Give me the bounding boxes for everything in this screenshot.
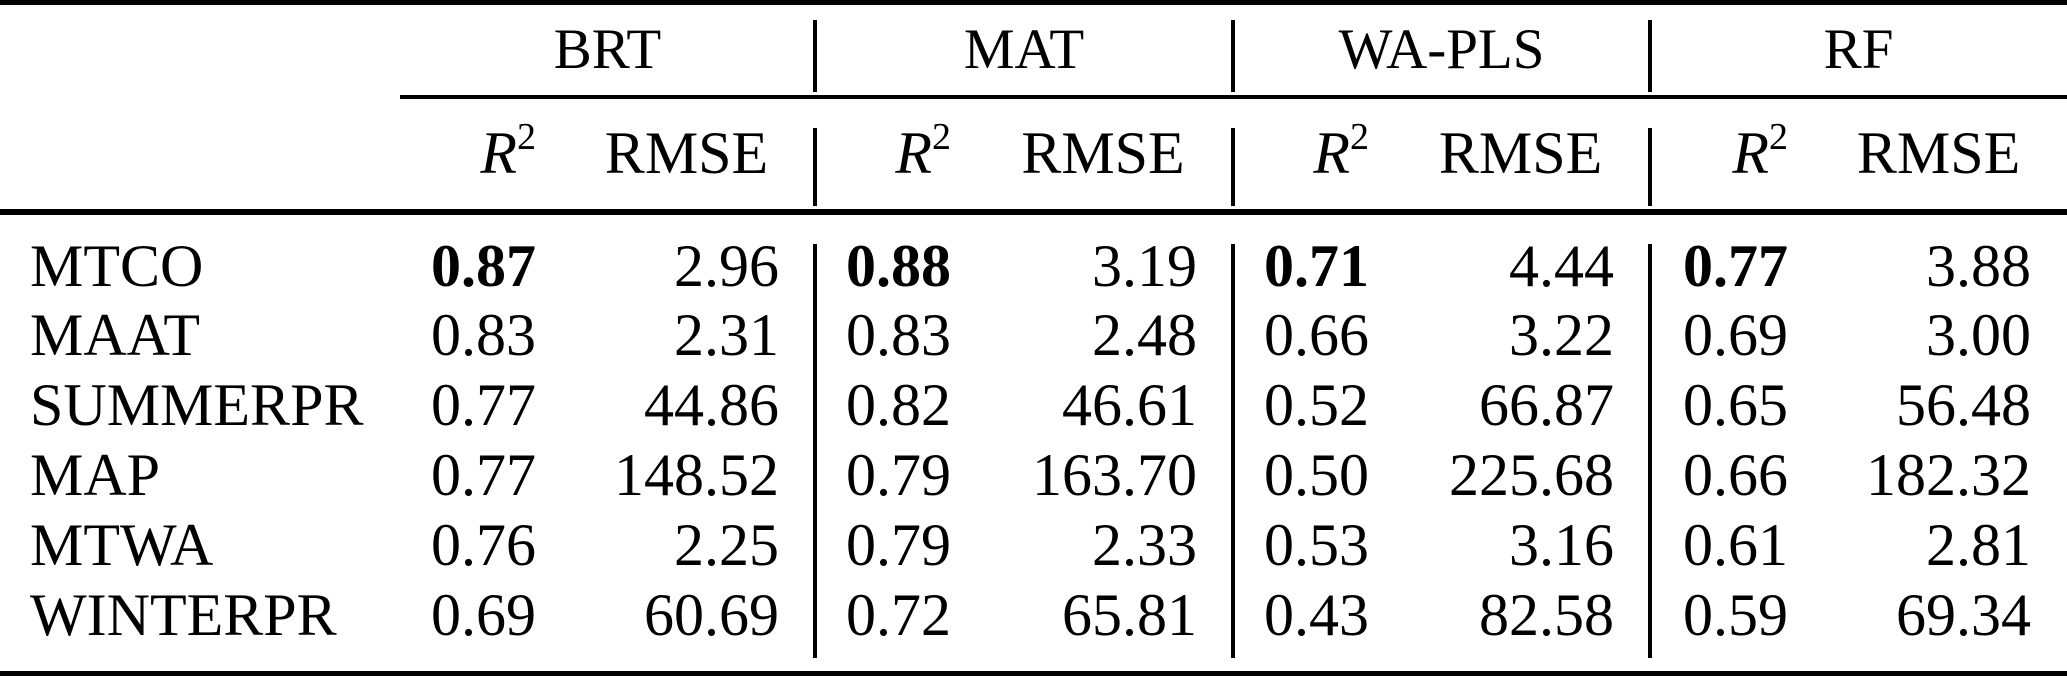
cell-summerpr-wa-pls-rmse: 66.87 [1479,372,1615,438]
group-label: WA-PLS [1338,18,1545,82]
group-label: RF [1823,18,1894,82]
method-header-row: BRT MAT WA-PLS RF [0,2,2067,99]
header-rmse-wa-pls: RMSE [1391,96,1651,215]
cell-summerpr-mat-r2: 0.82 [846,372,951,438]
cell-map-wa-pls-r2: 0.50 [1264,442,1370,508]
cell-map-rf-r2: 0.66 [1683,442,1789,508]
table-body: MTCO 0.87 2.96 0.88 3.19 0.71 4.44 0.77 3.88 MAAT… [0,212,2067,674]
cell-mtco-mat-rmse: 3.19 [1092,232,1198,299]
row-label: MTCO [30,232,204,299]
column-separator [813,244,817,658]
cell-winterpr-rf-r2: 0.59 [1683,581,1789,648]
column-group-wa-pls: WA-PLS [1233,2,1651,99]
column-separator [813,128,817,206]
cell-maat-wa-pls-r2: 0.66 [1264,302,1370,368]
group-label: BRT [553,18,662,82]
cell-mtwa-brt-rmse: 2.25 [674,512,779,578]
cell-summerpr-wa-pls-r2: 0.52 [1264,372,1370,438]
cell-summerpr-mat-rmse: 46.61 [1062,372,1198,438]
table-row: MTWA 0.76 2.25 0.79 2.33 0.53 3.16 0.61 2.81 [0,511,2067,581]
cell-map-wa-pls-rmse: 225.68 [1449,442,1615,508]
cell-mtco-rf-rmse: 3.88 [1926,232,2032,299]
table-row: SUMMERPR 0.77 44.86 0.82 46.61 0.52 66.87 0.65 5… [0,371,2067,441]
header-r2-mat: R2 [815,96,973,215]
cell-winterpr-mat-r2: 0.72 [846,581,951,648]
row-label: WINTERPR [30,581,337,648]
cell-winterpr-brt-r2: 0.69 [431,581,536,648]
table-row: MTCO 0.87 2.96 0.88 3.19 0.71 4.44 0.77 3.88 [0,212,2067,301]
cell-map-mat-r2: 0.79 [846,442,951,508]
header-r2-brt: R2 [400,96,558,215]
header-rmse-mat: RMSE [973,96,1234,215]
header-rmse-rf: RMSE [1810,96,2067,215]
cell-mtwa-wa-pls-rmse: 3.16 [1509,512,1615,578]
row-label: MAAT [30,302,201,368]
cell-winterpr-wa-pls-r2: 0.43 [1264,581,1370,648]
cell-summerpr-rf-r2: 0.65 [1683,372,1789,438]
cell-winterpr-mat-rmse: 65.81 [1062,581,1198,648]
cell-mtwa-brt-r2: 0.76 [431,512,536,578]
column-separator [813,20,817,92]
column-separator [1648,244,1652,658]
table-row: MAAT 0.83 2.31 0.83 2.48 0.66 3.22 0.69 3.00 [0,301,2067,371]
cell-map-brt-rmse: 148.52 [614,442,779,508]
cell-mtco-brt-rmse: 2.96 [674,232,779,299]
cell-mtco-mat-r2: 0.88 [846,232,951,299]
column-separator [1231,244,1235,658]
header-r2-wa-pls: R2 [1233,96,1392,215]
cell-mtwa-mat-r2: 0.79 [846,512,951,578]
cell-winterpr-brt-rmse: 60.69 [644,581,779,648]
cell-maat-mat-r2: 0.83 [846,302,951,368]
column-separator [1648,128,1652,206]
cell-map-brt-r2: 0.77 [431,442,536,508]
column-group-brt: BRT [400,2,815,99]
row-label: MTWA [30,512,214,578]
cell-mtwa-mat-rmse: 2.33 [1092,512,1198,578]
metric-header-row: R2 RMSE R2 RMSE R2 RMSE R2 RMSE [0,96,2067,215]
row-label: MAP [30,442,161,508]
cell-mtwa-rf-rmse: 2.81 [1926,512,2032,578]
cell-mtwa-rf-r2: 0.61 [1683,512,1789,578]
header-rmse-brt: RMSE [558,96,815,215]
cell-maat-rf-rmse: 3.00 [1926,302,2032,368]
group-label: MAT [963,18,1085,82]
cell-summerpr-brt-r2: 0.77 [431,372,536,438]
cell-summerpr-brt-rmse: 44.86 [644,372,779,438]
corner-empty-cell [0,96,400,215]
cell-maat-rf-r2: 0.69 [1683,302,1789,368]
cell-winterpr-rf-rmse: 69.34 [1896,581,2032,648]
cell-mtco-wa-pls-rmse: 4.44 [1509,232,1615,299]
cell-winterpr-wa-pls-rmse: 82.58 [1479,581,1615,648]
column-group-mat: MAT [815,2,1234,99]
cell-mtco-wa-pls-r2: 0.71 [1264,232,1370,299]
column-separator [1231,128,1235,206]
row-label: SUMMERPR [30,372,364,438]
column-separator [1231,20,1235,92]
cell-mtco-brt-r2: 0.87 [431,232,536,299]
cell-mtco-rf-r2: 0.77 [1683,232,1789,299]
cell-summerpr-rf-rmse: 56.48 [1896,372,2032,438]
column-group-rf: RF [1650,2,2067,99]
header-r2-rf: R2 [1650,96,1811,215]
table-row: MAP 0.77 148.52 0.79 163.70 0.50 225.68 0.66 182… [0,441,2067,511]
cell-maat-mat-rmse: 2.48 [1092,302,1198,368]
cell-map-rf-rmse: 182.32 [1866,442,2032,508]
corner-empty-cell [0,3,400,97]
table-row: WINTERPR 0.69 60.69 0.72 65.81 0.43 82.58 0.59 6… [0,581,2067,674]
cell-maat-brt-rmse: 2.31 [674,302,779,368]
column-separator [1648,20,1652,92]
cell-mtwa-wa-pls-r2: 0.53 [1264,512,1370,578]
cell-maat-wa-pls-rmse: 3.22 [1509,302,1615,368]
cell-maat-brt-r2: 0.83 [431,302,536,368]
cell-map-mat-rmse: 163.70 [1032,442,1198,508]
